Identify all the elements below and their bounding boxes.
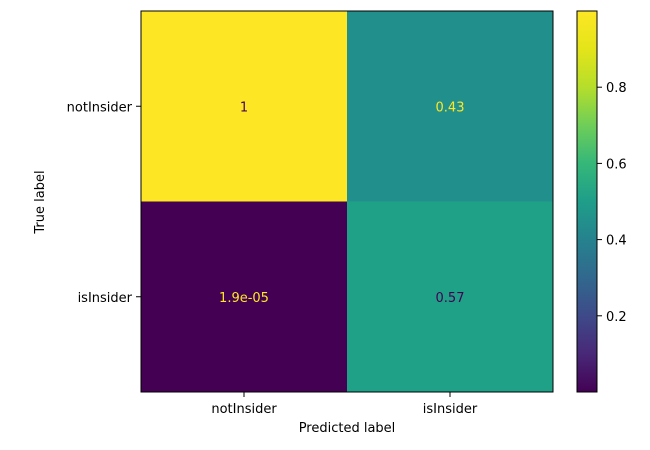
- cell-value-label-0-0: 1: [240, 100, 248, 115]
- plot-frame: [140, 10, 554, 393]
- heatmap-cell-0-0: [141, 11, 347, 202]
- heatmap-cells: [141, 11, 553, 392]
- colorbar-tick-label-0: 0.2: [606, 310, 627, 325]
- heatmap-cell-1-0: [141, 201, 347, 392]
- y-tick-label-0: notInsider: [67, 100, 133, 115]
- x-tick-label-1: isInsider: [423, 402, 478, 417]
- cell-value-label-1-1: 0.57: [436, 291, 465, 306]
- colorbar-tick-label-1: 0.4: [606, 234, 627, 249]
- colorbar-tick-label-3: 0.8: [606, 81, 627, 96]
- colorbar: 0.2 0.4 0.6 0.8: [576, 10, 627, 393]
- y-tick-label-1: isInsider: [78, 291, 133, 306]
- y-axis-label: True label: [33, 170, 48, 234]
- heatmap-cell-1-1: [347, 201, 553, 392]
- axes: notInsider isInsider notInsider isInsider: [67, 10, 554, 417]
- x-axis-label: Predicted label: [299, 421, 396, 436]
- colorbar-tick-label-2: 0.6: [606, 157, 627, 172]
- cell-value-label-0-1: 0.43: [436, 100, 465, 115]
- cell-value-label-1-0: 1.9e-05: [219, 291, 269, 306]
- colorbar-gradient: [576, 10, 598, 393]
- x-tick-label-0: notInsider: [211, 402, 277, 417]
- heatmap-cell-labels: 1 0.43 1.9e-05 0.57: [219, 100, 464, 306]
- heatmap-cell-0-1: [347, 11, 553, 202]
